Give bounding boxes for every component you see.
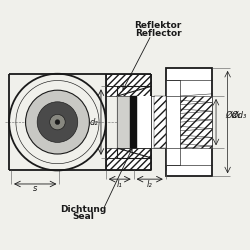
- Text: Ød₃: Ød₃: [232, 111, 247, 120]
- Text: s: s: [33, 184, 38, 193]
- Text: Seal: Seal: [73, 212, 94, 221]
- Bar: [106, 148, 151, 158]
- Bar: [118, 96, 151, 148]
- Text: Reflektor: Reflektor: [134, 21, 182, 30]
- Circle shape: [55, 120, 60, 124]
- Text: Ød₁: Ød₁: [226, 111, 241, 120]
- Bar: [154, 96, 166, 148]
- Bar: [151, 96, 166, 148]
- Circle shape: [50, 114, 65, 130]
- Bar: [106, 86, 151, 96]
- Text: l₂: l₂: [147, 180, 152, 190]
- Bar: [118, 96, 130, 148]
- Bar: [106, 158, 151, 170]
- Circle shape: [37, 102, 78, 142]
- Text: Reflector: Reflector: [135, 29, 181, 38]
- Text: Dichtung: Dichtung: [60, 204, 107, 214]
- Bar: [166, 80, 180, 165]
- Bar: [166, 68, 212, 176]
- Text: d₂: d₂: [89, 118, 98, 126]
- Bar: [106, 74, 151, 86]
- Text: l₁: l₁: [117, 180, 122, 190]
- Circle shape: [26, 90, 89, 154]
- Bar: [180, 96, 212, 148]
- Bar: [130, 96, 137, 148]
